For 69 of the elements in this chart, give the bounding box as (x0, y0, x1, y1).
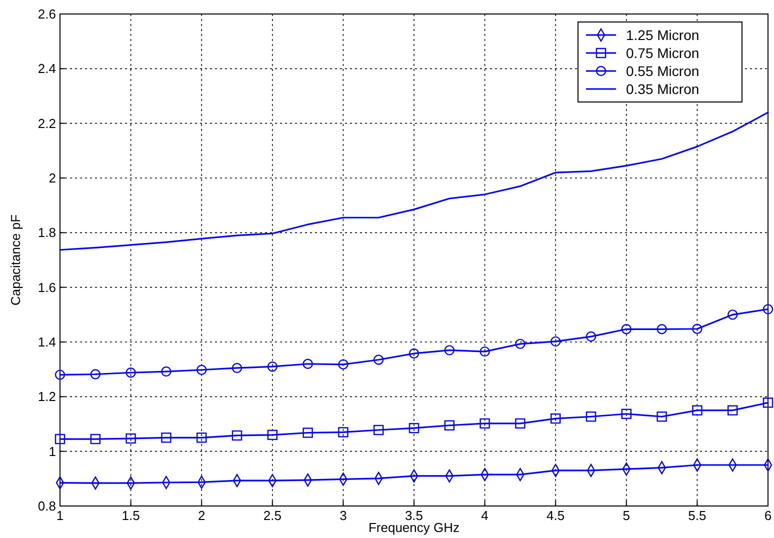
point (408, 423, 420, 434)
x-tick-label: 2 (198, 508, 206, 523)
y-tick-label: 2.6 (38, 6, 56, 22)
point (692, 324, 702, 334)
point (480, 418, 490, 429)
point (762, 398, 774, 408)
x-tick-label: 4.5 (546, 508, 565, 523)
point (338, 359, 348, 370)
point (302, 358, 313, 369)
point (196, 432, 207, 443)
legend-label: 0.35 Micron (626, 81, 700, 97)
x-tick-label: 5 (622, 508, 630, 523)
point (161, 366, 172, 377)
point (54, 370, 66, 380)
y-tick-label: 1.2 (38, 389, 56, 404)
point (586, 412, 596, 422)
point (728, 310, 738, 320)
point (515, 338, 526, 350)
x-tick-label: 3 (340, 508, 347, 523)
y-tick-label: 2.4 (38, 61, 56, 76)
y-axis-title: Capacitance pF (8, 214, 23, 306)
point (621, 408, 632, 419)
y-tick-label: 1.8 (38, 225, 56, 240)
point (267, 430, 278, 440)
point (232, 362, 242, 374)
point (444, 345, 454, 356)
point (408, 348, 420, 359)
point (54, 434, 66, 444)
y-tick-label: 1.4 (38, 334, 56, 350)
point (550, 413, 561, 424)
x-axis-title: Frequency GHz (368, 520, 460, 535)
x-tick-label: 4 (481, 508, 488, 523)
point (126, 433, 136, 444)
point (232, 430, 242, 441)
x-tick-label: 2.5 (263, 508, 282, 523)
point (90, 434, 100, 444)
x-tick-label: 3.5 (404, 508, 424, 523)
point (90, 369, 100, 380)
y-tick-label: 0.8 (38, 498, 56, 514)
y-tick-label: 2.2 (38, 116, 56, 131)
point (480, 346, 490, 357)
point (550, 336, 561, 347)
point (161, 432, 172, 443)
point (656, 324, 667, 334)
legend-label: 1.25 Micron (626, 27, 700, 43)
x-tick-label: 1.5 (122, 508, 140, 523)
y-tick-label: 1 (48, 444, 56, 459)
point (586, 331, 596, 342)
point (126, 368, 136, 378)
point (515, 418, 526, 429)
x-tick-label: 6 (764, 508, 772, 523)
point (656, 412, 667, 422)
point (692, 405, 702, 416)
point (621, 324, 632, 334)
point (728, 405, 738, 416)
y-tick-label: 2 (48, 170, 56, 186)
x-tick-label: 5.5 (688, 508, 706, 523)
point (338, 427, 348, 438)
legend-label: 0.75 Micron (626, 45, 700, 61)
point (762, 304, 774, 314)
line-series (59, 112, 769, 251)
legend-label: 0.55 Micron (626, 63, 700, 79)
point (444, 420, 454, 430)
point (374, 354, 384, 365)
point (267, 362, 278, 372)
y-tick-label: 1.6 (38, 280, 56, 295)
point (374, 424, 384, 436)
point (196, 364, 207, 375)
point (302, 428, 313, 438)
